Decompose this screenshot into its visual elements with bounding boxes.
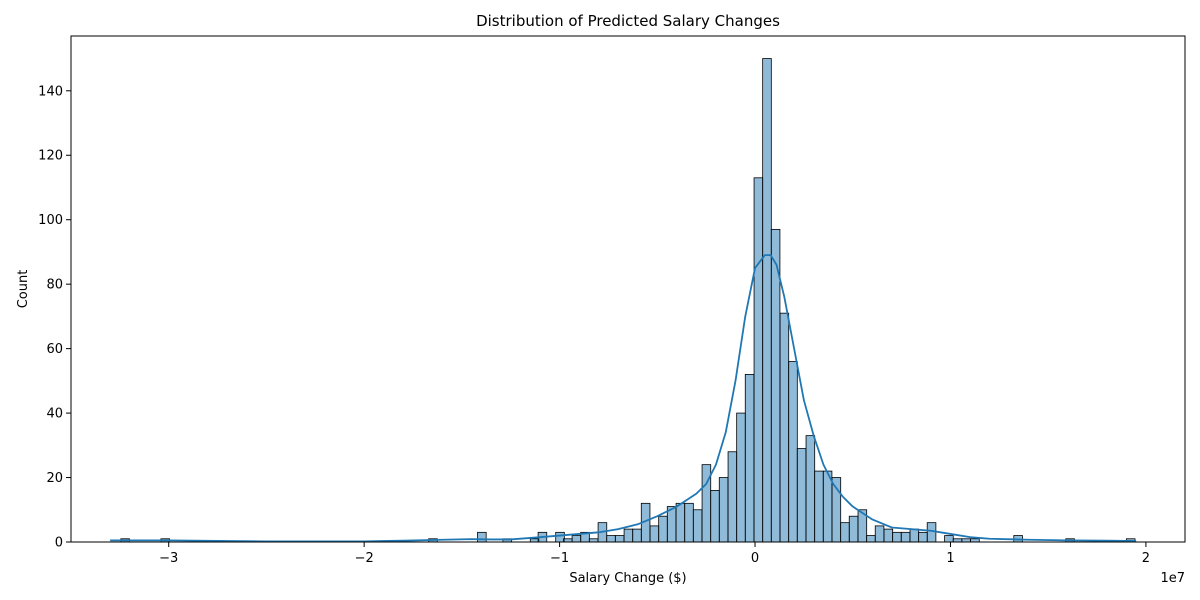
histogram-bar-44 bbox=[874, 525, 885, 543]
histogram-bar-7 bbox=[555, 531, 565, 543]
histogram-bar-35 bbox=[796, 448, 807, 543]
histogram-bar-23 bbox=[692, 509, 703, 543]
histogram-bar-31 bbox=[762, 58, 772, 543]
histogram-bar-38 bbox=[822, 470, 833, 543]
histogram-bar-26 bbox=[718, 477, 729, 543]
histogram-bar-27 bbox=[727, 451, 738, 543]
histogram-bar-49 bbox=[918, 531, 928, 543]
plot-frame bbox=[70, 35, 1186, 543]
histogram-bar-16 bbox=[632, 528, 642, 543]
histogram-bar-48 bbox=[909, 528, 920, 543]
x-tick-label-4: 1 bbox=[946, 551, 954, 566]
histogram-bar-15 bbox=[623, 528, 634, 543]
histogram-bar-3 bbox=[477, 531, 487, 543]
x-tick-label-1: −2 bbox=[355, 551, 374, 566]
axes-layer bbox=[70, 35, 1186, 543]
y-tick-label-5: 100 bbox=[38, 213, 63, 228]
histogram-bar-19 bbox=[658, 515, 668, 543]
histogram-bar-47 bbox=[900, 531, 911, 543]
x-tick-label-0: −3 bbox=[159, 551, 178, 566]
chart-title: Distribution of Predicted Salary Changes bbox=[476, 12, 780, 30]
kde-layer bbox=[110, 254, 1137, 543]
histogram-bar-46 bbox=[892, 531, 902, 543]
histogram-bar-50 bbox=[926, 522, 937, 543]
histogram-bar-45 bbox=[883, 528, 894, 543]
histogram-bar-13 bbox=[606, 535, 616, 543]
histogram-bar-18 bbox=[649, 525, 660, 543]
x-tick-label-2: −1 bbox=[550, 551, 569, 566]
y-axis-label: Count bbox=[16, 270, 31, 309]
y-tick-label-6: 120 bbox=[38, 149, 63, 164]
histogram-bar-33 bbox=[779, 312, 790, 543]
histogram-bar-41 bbox=[848, 515, 859, 543]
histogram-bar-9 bbox=[571, 535, 582, 543]
histogram-bar-22 bbox=[684, 502, 694, 543]
histogram-bar-29 bbox=[744, 374, 755, 543]
y-tick-label-3: 60 bbox=[46, 342, 63, 357]
histogram-bar-36 bbox=[805, 435, 816, 543]
histogram-bar-51 bbox=[944, 535, 954, 543]
x-axis-label: Salary Change ($) bbox=[569, 571, 686, 586]
x-tick-label-3: 0 bbox=[751, 551, 759, 566]
x-offset-label: 1e7 bbox=[1160, 571, 1185, 586]
y-tick-label-2: 40 bbox=[46, 407, 63, 422]
histogram-bar-40 bbox=[840, 522, 850, 543]
bars-layer bbox=[120, 58, 1136, 543]
y-tick-label-0: 0 bbox=[55, 536, 63, 551]
y-tick-label-7: 140 bbox=[38, 84, 63, 99]
histogram-bar-14 bbox=[614, 535, 625, 543]
histogram-bar-21 bbox=[675, 502, 686, 543]
x-tick-label-5: 2 bbox=[1142, 551, 1150, 566]
histogram-bar-37 bbox=[814, 470, 824, 543]
histogram-bar-28 bbox=[736, 412, 746, 543]
y-tick-label-4: 80 bbox=[46, 278, 63, 293]
kde-curve bbox=[110, 254, 1137, 543]
y-tick-label-1: 20 bbox=[46, 471, 63, 486]
histogram-bar-20 bbox=[666, 506, 677, 543]
histogram-bar-43 bbox=[866, 535, 876, 543]
histogram-bar-30 bbox=[753, 177, 764, 543]
histogram-bar-25 bbox=[710, 490, 720, 543]
histogram-bar-34 bbox=[788, 361, 798, 543]
